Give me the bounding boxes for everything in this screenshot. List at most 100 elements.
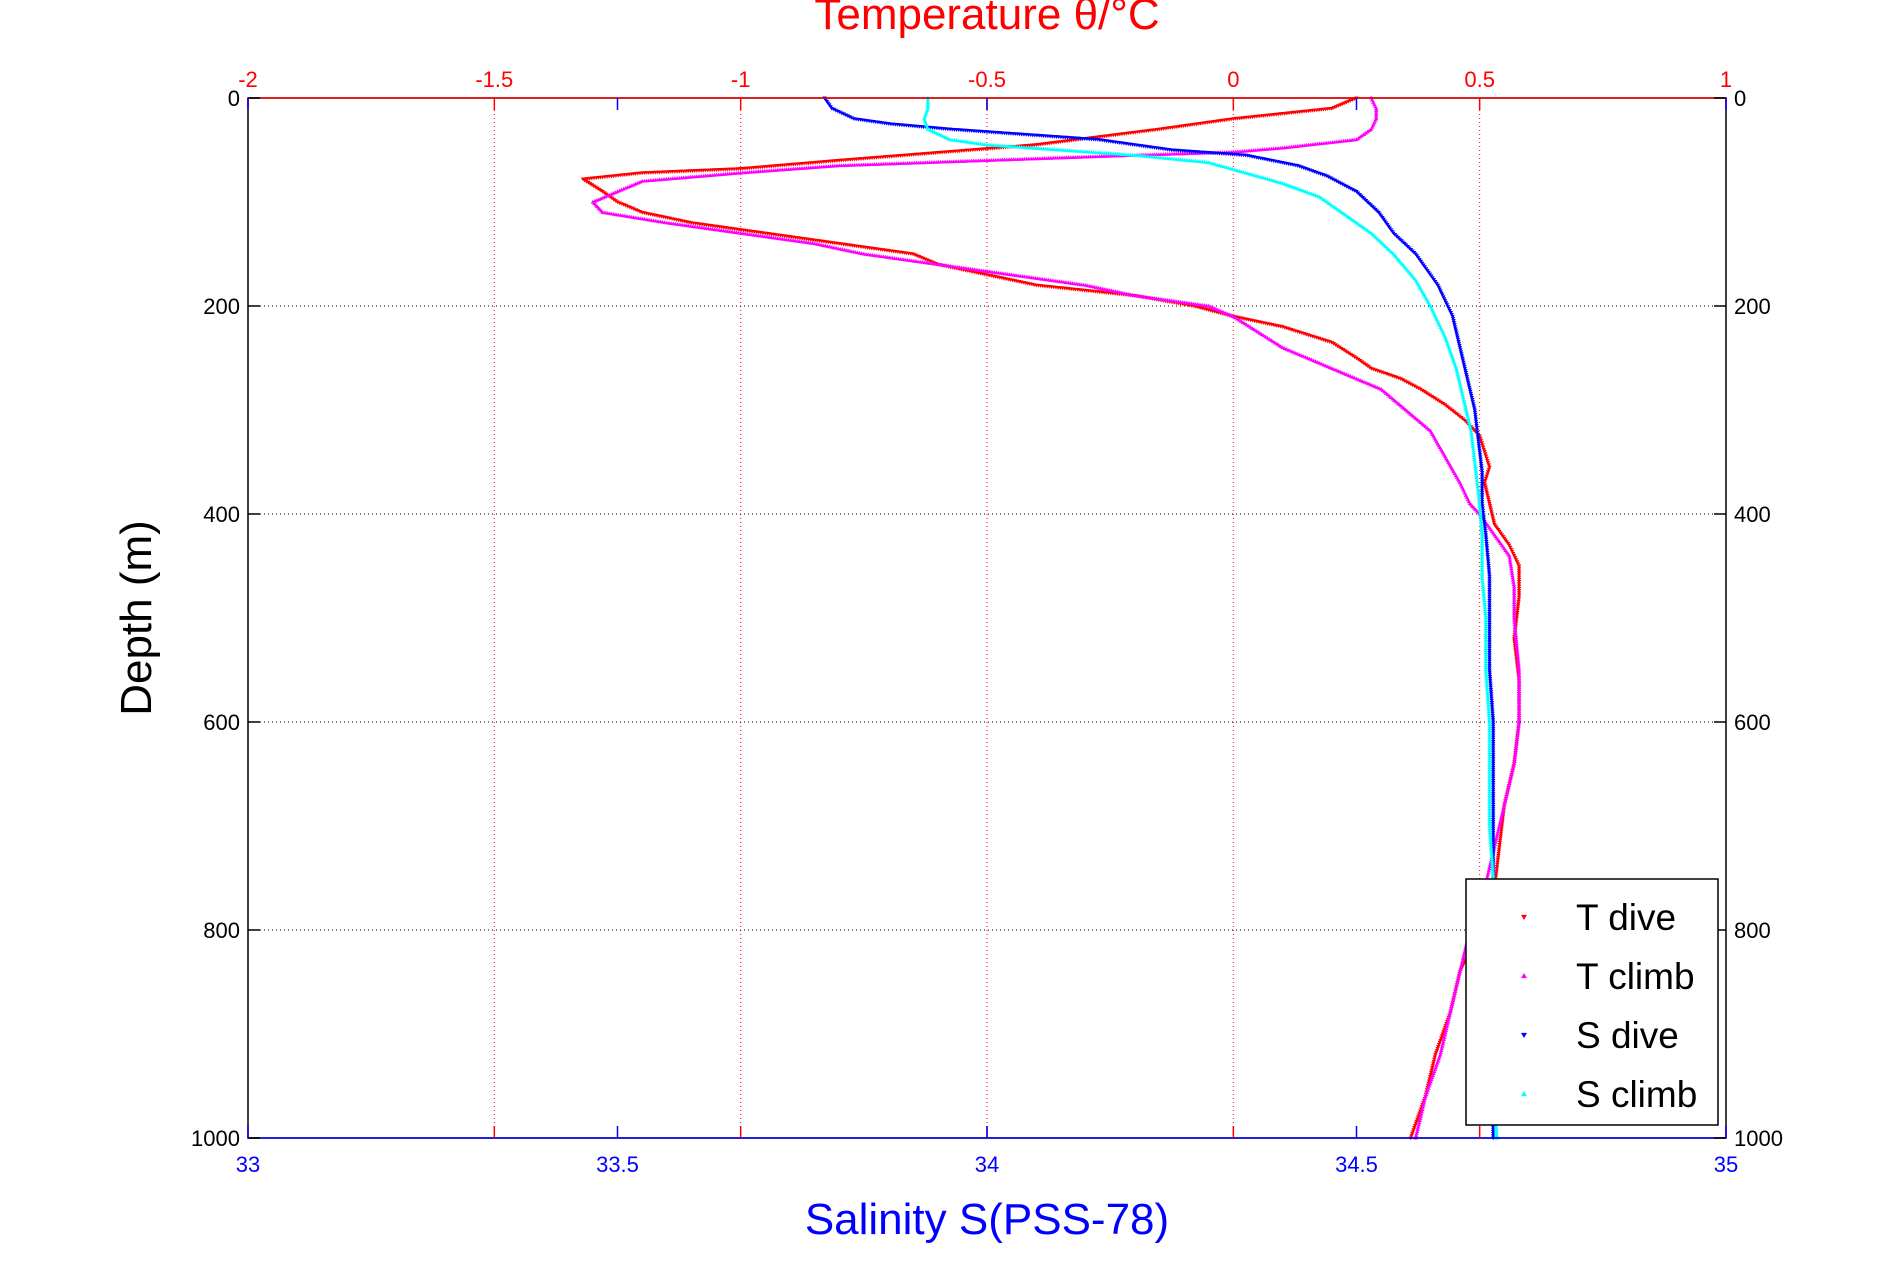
data-point-t-climb <box>1420 1107 1425 1112</box>
data-point-s-dive <box>1487 627 1492 632</box>
data-point-s-dive <box>1479 468 1485 473</box>
data-point-s-climb <box>1485 691 1490 696</box>
data-point-t-dive <box>1402 379 1407 384</box>
data-point-s-dive <box>1488 690 1494 694</box>
data-point-t-climb <box>1515 656 1521 661</box>
data-point-s-dive <box>1487 618 1492 623</box>
data-point-s-dive <box>1491 765 1496 770</box>
data-point-s-dive <box>1490 707 1495 712</box>
data-point-s-dive <box>1488 685 1493 690</box>
data-point-s-climb <box>1478 512 1483 517</box>
data-point-t-climb <box>1486 868 1491 873</box>
data-point-t-climb <box>1511 580 1516 584</box>
data-point-s-climb <box>1477 506 1482 511</box>
data-point-s-dive <box>1487 674 1493 679</box>
data-point-t-dive <box>1516 575 1522 580</box>
data-point-t-dive <box>1500 821 1505 825</box>
data-point-s-climb <box>1487 732 1492 737</box>
data-point-s-climb <box>1483 611 1488 616</box>
data-point-s-climb <box>1464 411 1470 416</box>
data-point-t-climb <box>1516 661 1521 666</box>
data-point-t-dive <box>1489 510 1494 515</box>
data-point-t-climb <box>1516 706 1522 711</box>
data-point-s-dive <box>1487 585 1492 590</box>
data-point-t-dive <box>1437 1040 1442 1045</box>
data-point-t-dive <box>1434 1049 1440 1053</box>
data-point-s-dive <box>1489 698 1494 703</box>
data-point-s-climb <box>1480 580 1485 585</box>
left-tick-label: 200 <box>203 294 240 319</box>
data-point-s-climb <box>1482 607 1488 611</box>
data-point-t-climb <box>1512 757 1517 761</box>
data-point-s-climb <box>1483 652 1489 657</box>
data-point-t-dive <box>1337 345 1342 350</box>
data-point-s-dive <box>1468 391 1473 396</box>
data-point-t-dive <box>1497 840 1503 845</box>
data-point-t-climb <box>1508 564 1514 569</box>
data-point-s-dive <box>1479 479 1485 484</box>
data-point-s-dive <box>1491 843 1496 848</box>
data-point-t-climb <box>1459 962 1464 967</box>
data-point-s-climb <box>1487 752 1492 757</box>
data-point-s-dive <box>1491 750 1496 755</box>
data-point-s-dive <box>1491 794 1496 798</box>
data-point-s-dive <box>849 116 855 121</box>
data-point-s-climb <box>1488 836 1493 841</box>
data-point-s-dive <box>1487 646 1492 651</box>
data-point-t-dive <box>1483 487 1489 492</box>
data-point-s-climb <box>1487 754 1492 759</box>
data-point-s-climb <box>1469 430 1474 435</box>
data-point-s-climb <box>1487 819 1492 824</box>
data-point-t-climb <box>1511 595 1517 600</box>
data-point-s-climb <box>1479 536 1485 541</box>
data-point-s-climb <box>1470 441 1475 446</box>
data-point-s-dive <box>1487 635 1492 640</box>
data-point-s-dive <box>1464 375 1470 379</box>
data-point-s-climb <box>1483 622 1489 627</box>
data-point-t-dive <box>1420 388 1425 393</box>
data-point-s-climb <box>1470 446 1476 451</box>
left-tick-label: 800 <box>203 918 240 943</box>
data-point-s-dive <box>1486 570 1492 575</box>
data-point-t-climb <box>1514 743 1519 748</box>
data-point-s-dive <box>1486 568 1492 573</box>
data-point-t-climb <box>1512 617 1517 622</box>
data-point-s-dive <box>1491 802 1496 807</box>
data-point-s-dive <box>1483 531 1488 535</box>
data-point-s-dive <box>1330 177 1336 182</box>
data-point-s-dive <box>1489 694 1494 699</box>
data-point-s-dive <box>1491 1134 1496 1139</box>
data-point-s-dive <box>1491 731 1496 736</box>
top-tick-label: 1 <box>1720 67 1732 92</box>
data-point-s-climb <box>1483 672 1489 676</box>
data-point-s-dive <box>1446 307 1452 311</box>
data-point-s-climb <box>1487 776 1492 780</box>
data-point-t-dive <box>1516 593 1522 598</box>
data-point-t-dive <box>1430 1066 1435 1071</box>
data-point-s-climb <box>1487 724 1492 728</box>
data-point-s-dive <box>1487 616 1492 621</box>
data-point-t-dive <box>1515 608 1520 613</box>
data-point-s-climb <box>1490 862 1495 867</box>
data-point-s-dive <box>1487 587 1492 592</box>
data-point-s-climb <box>1487 828 1493 832</box>
data-point-t-climb <box>1418 1113 1424 1118</box>
data-point-t-climb <box>1457 969 1463 974</box>
data-point-t-climb <box>1516 698 1522 702</box>
data-point-t-climb <box>1511 613 1517 618</box>
data-point-s-dive <box>1491 783 1496 788</box>
legend-label: T dive <box>1576 897 1676 938</box>
data-point-t-dive <box>1483 452 1488 457</box>
data-point-s-climb <box>1487 730 1492 735</box>
data-point-s-climb <box>1483 667 1489 672</box>
data-point-s-dive <box>1477 450 1482 455</box>
data-point-t-dive <box>1429 394 1435 399</box>
data-point-s-dive <box>1481 513 1486 517</box>
data-point-t-dive <box>1516 566 1522 571</box>
data-point-s-climb <box>1487 804 1492 809</box>
data-point-s-dive <box>1452 325 1458 329</box>
data-point-s-dive <box>1491 746 1496 751</box>
data-point-t-climb <box>1457 971 1462 976</box>
data-point-s-dive <box>1478 459 1484 464</box>
right-tick-label: 800 <box>1734 918 1771 943</box>
